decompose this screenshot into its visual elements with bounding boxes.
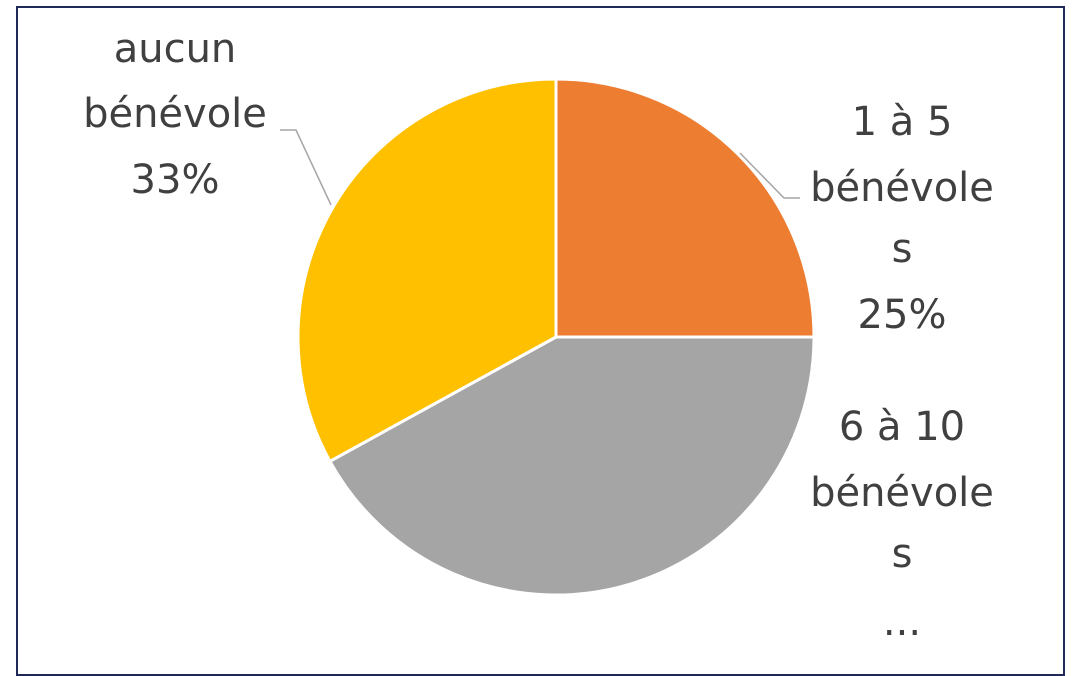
slice-label-6-a-10-line-1: 6 à 10 [839, 404, 965, 450]
slice-label-group-6-a-10: 6 à 10 bénévole s ... [810, 404, 994, 645]
pie-slice-1 [554, 77, 816, 339]
pie-slice-3 [296, 77, 558, 463]
slice-label-6-a-10-ellipsis: ... [883, 599, 921, 645]
pie-slices [296, 77, 816, 597]
slice-label-aucun-line-1: aucun [114, 26, 237, 72]
slice-label-aucun-line-2: bénévole [83, 91, 267, 137]
pie-slice-2 [328, 335, 816, 597]
slice-label-6-a-10-line-2: bénévole [810, 470, 994, 516]
leader-line-1-a-5 [739, 152, 800, 199]
slice-label-group-1-a-5: 1 à 5 bénévole s 25% [810, 99, 994, 338]
slice-label-1-a-5-line-2: bénévole [810, 165, 994, 211]
slice-label-6-a-10-line-3: s [892, 531, 913, 577]
slice-label-1-a-5-percent: 25% [858, 292, 947, 338]
leader-line-aucun [280, 129, 332, 206]
slice-label-aucun-percent: 33% [131, 157, 220, 203]
slice-label-1-a-5-line-3: s [892, 226, 913, 272]
pie-chart: 1 à 5 bénévole s 25% 6 à 10 bénévole s .… [83, 26, 994, 645]
slice-label-group-aucun: aucun bénévole 33% [83, 26, 267, 203]
slice-label-1-a-5-line-1: 1 à 5 [852, 99, 953, 145]
leader-lines [280, 129, 800, 206]
